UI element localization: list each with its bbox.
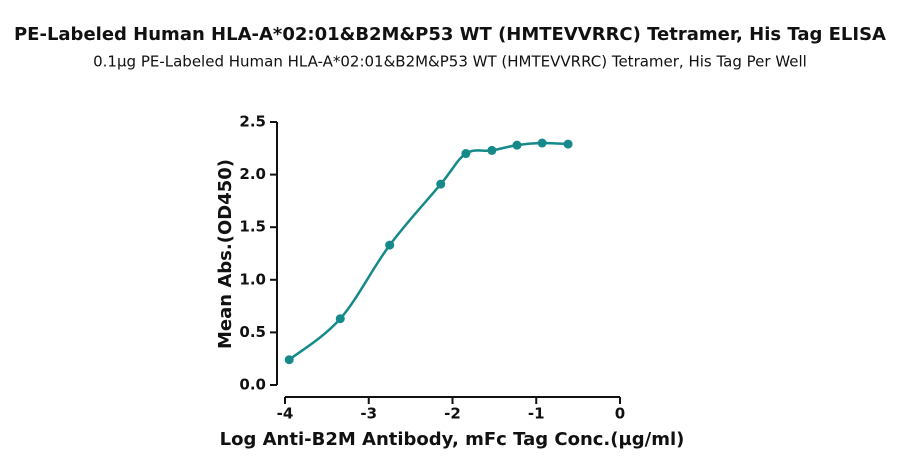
- fit-curve: [288, 141, 569, 361]
- data-point: [335, 314, 345, 324]
- y-axis-label: Mean Abs.(OD450): [215, 159, 236, 349]
- x-tick-label: -1: [528, 405, 545, 423]
- data-point: [487, 145, 497, 155]
- data-point: [512, 140, 522, 150]
- chart-title: PE-Labeled Human HLA-A*02:01&B2M&P53 WT …: [14, 24, 886, 45]
- data-point: [436, 179, 446, 189]
- data-point: [284, 355, 294, 365]
- y-tick-label: 1.0: [239, 270, 266, 288]
- y-tick-label: 2.0: [239, 165, 266, 183]
- data-point: [537, 138, 547, 148]
- x-tick-label: -4: [277, 405, 294, 423]
- y-tick-label: 2.5: [239, 113, 266, 131]
- y-tick-label: 1.5: [239, 218, 266, 236]
- y-tick-label: 0.5: [239, 323, 266, 341]
- y-tick-label: 0.0: [239, 376, 266, 394]
- x-axis-label: Log Anti-B2M Antibody, mFc Tag Conc.(µg/…: [220, 429, 685, 450]
- x-tick-label: -3: [360, 405, 377, 423]
- x-tick-label: -2: [444, 405, 461, 423]
- data-point: [563, 139, 573, 149]
- data-point: [461, 149, 471, 159]
- data-point: [385, 240, 395, 250]
- chart-subtitle: 0.1µg PE-Labeled Human HLA-A*02:01&B2M&P…: [93, 53, 807, 71]
- x-tick-label: 0: [615, 405, 625, 423]
